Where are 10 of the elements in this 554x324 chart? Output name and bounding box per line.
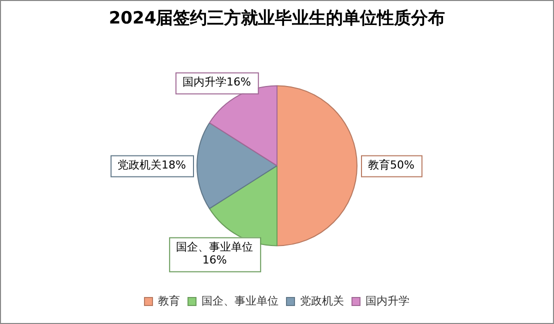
category-label: 教育50% bbox=[368, 158, 414, 172]
legend-label: 国内升学 bbox=[366, 294, 410, 308]
legend-label: 国企、事业单位 bbox=[202, 294, 278, 308]
legend-label: 党政机关 bbox=[300, 294, 344, 308]
chart-title: 2024届签约三方就业毕业生的单位性质分布 bbox=[108, 8, 446, 29]
data-label: 16% bbox=[202, 254, 227, 267]
legend-label: 教育 bbox=[158, 294, 180, 308]
slice-label: 国企、事业单位 bbox=[176, 240, 254, 254]
category-label: 党政机关18% bbox=[118, 158, 186, 172]
category-label: 国内升学16% bbox=[182, 76, 251, 89]
